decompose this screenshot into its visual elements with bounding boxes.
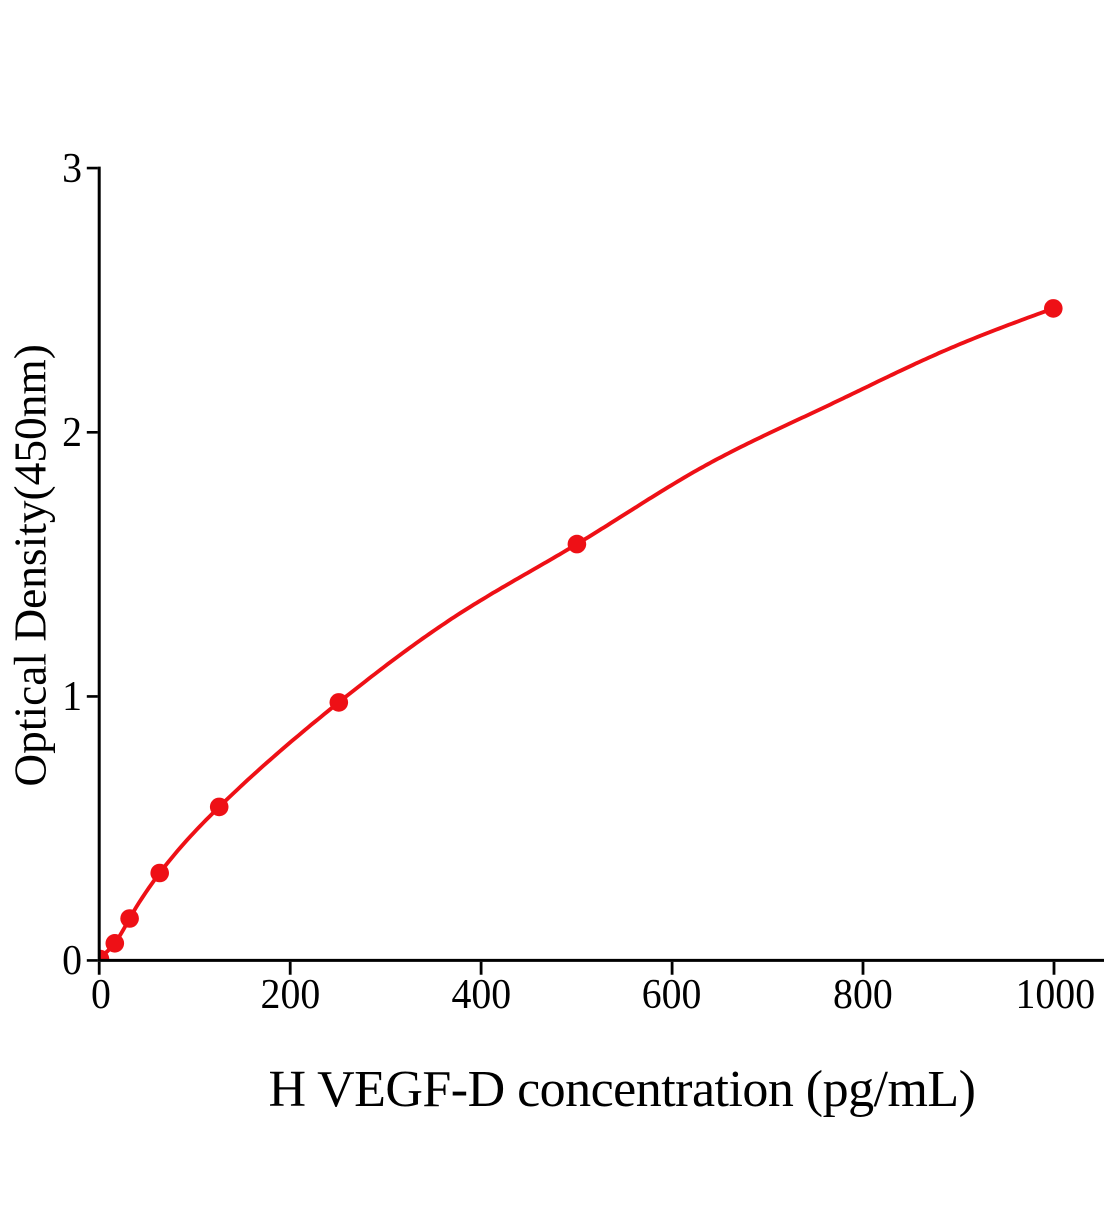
svg-text:600: 600 [642, 969, 702, 1017]
svg-text:400: 400 [451, 969, 511, 1017]
svg-text:Optical Density(450nm): Optical Density(450nm) [5, 344, 55, 786]
svg-text:800: 800 [833, 969, 893, 1017]
svg-text:3: 3 [62, 144, 82, 192]
svg-text:0: 0 [62, 936, 82, 984]
svg-text:H VEGF-D concentration (pg/mL): H VEGF-D concentration (pg/mL) [269, 1061, 976, 1118]
svg-text:2: 2 [62, 408, 82, 456]
svg-text:1: 1 [62, 672, 82, 720]
svg-text:0: 0 [91, 969, 111, 1017]
svg-text:200: 200 [261, 969, 321, 1017]
svg-text:1000: 1000 [1016, 969, 1096, 1017]
